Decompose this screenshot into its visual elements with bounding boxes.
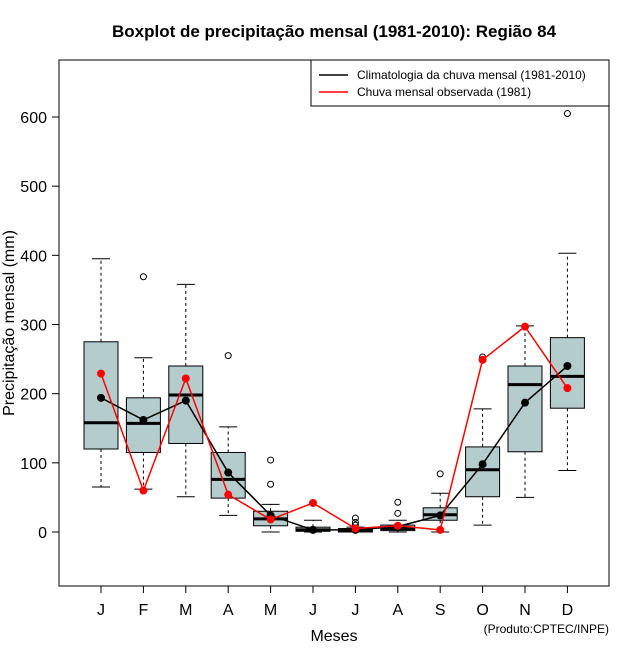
outlier-point <box>224 352 232 360</box>
series-point <box>393 521 402 530</box>
box-4 <box>210 352 246 516</box>
box-3 <box>168 283 204 498</box>
outlier-point <box>139 273 147 281</box>
x-tick-label: S <box>435 602 446 619</box>
x-tick-label: M <box>179 602 192 619</box>
y-tick-label: 600 <box>20 110 47 127</box>
box-iqr <box>125 397 161 453</box>
outlier-point <box>563 110 571 118</box>
box-iqr <box>210 451 246 499</box>
series-point <box>351 524 360 533</box>
series-point <box>436 525 445 534</box>
x-tick-label: O <box>476 602 488 619</box>
legend: Climatologia da chuva mensal (1981-2010)… <box>310 59 610 107</box>
x-tick-label: A <box>223 602 234 619</box>
box-10 <box>465 353 501 526</box>
legend-box <box>310 59 610 107</box>
x-tick-label: F <box>139 602 149 619</box>
credit-text: (Produto:CPTEC/INPE) <box>484 622 609 636</box>
series-line <box>100 365 568 531</box>
series-point <box>563 384 572 393</box>
series-layer <box>97 322 572 534</box>
series-point <box>309 525 317 534</box>
series-climatology <box>97 362 572 534</box>
box-12 <box>549 110 585 471</box>
series-point <box>309 498 317 507</box>
series-point <box>139 486 148 495</box>
series-point <box>436 511 445 520</box>
box-2 <box>125 273 161 490</box>
series-observed <box>97 322 572 534</box>
outlier-point <box>267 480 275 488</box>
series-point <box>521 322 529 331</box>
series-point <box>224 468 233 477</box>
x-tick-label: A <box>392 602 403 619</box>
outlier-point <box>394 509 402 517</box>
outlier-point <box>394 498 402 506</box>
legend-label: Chuva mensal observada (1981) <box>357 85 531 99</box>
series-point <box>181 396 190 405</box>
y-tick-label: 400 <box>20 248 47 265</box>
x-tick-label: J <box>97 602 105 619</box>
series-point <box>266 515 275 524</box>
box-iqr <box>465 446 501 498</box>
boxes-layer <box>83 110 585 533</box>
box-iqr <box>549 337 585 409</box>
x-axis-label: Meses <box>310 628 357 645</box>
y-axis-label: Precipitação mensal (mm) <box>1 230 18 416</box>
x-tick-label: D <box>562 602 574 619</box>
x-tick-label: N <box>519 602 531 619</box>
legend-label: Climatologia da chuva mensal (1981-2010) <box>357 68 586 82</box>
y-tick-label: 100 <box>20 456 47 473</box>
x-tick-label: J <box>351 602 359 619</box>
series-point <box>224 490 233 499</box>
series-point <box>521 398 529 407</box>
series-point <box>478 355 487 364</box>
y-tick-label: 300 <box>20 318 47 335</box>
y-axis: 0 100 200 300 400 500 600 <box>20 110 60 542</box>
box-11 <box>507 325 543 498</box>
x-tick-label: J <box>309 602 317 619</box>
series-point <box>563 362 572 370</box>
outlier-point <box>267 456 275 464</box>
series-point <box>97 393 105 402</box>
series-line <box>100 325 569 531</box>
series-point <box>181 374 190 383</box>
y-tick-label: 200 <box>20 387 47 404</box>
x-tick-label: M <box>264 602 277 619</box>
outlier-point <box>351 514 359 522</box>
series-point <box>97 369 105 378</box>
chart-title: Boxplot de precipitação mensal (1981-201… <box>112 22 557 41</box>
series-point <box>478 460 487 469</box>
box-iqr <box>507 365 543 453</box>
series-point <box>139 415 148 424</box>
y-tick-label: 500 <box>20 179 47 196</box>
y-tick-label: 0 <box>38 525 47 542</box>
outlier-point <box>436 470 444 478</box>
